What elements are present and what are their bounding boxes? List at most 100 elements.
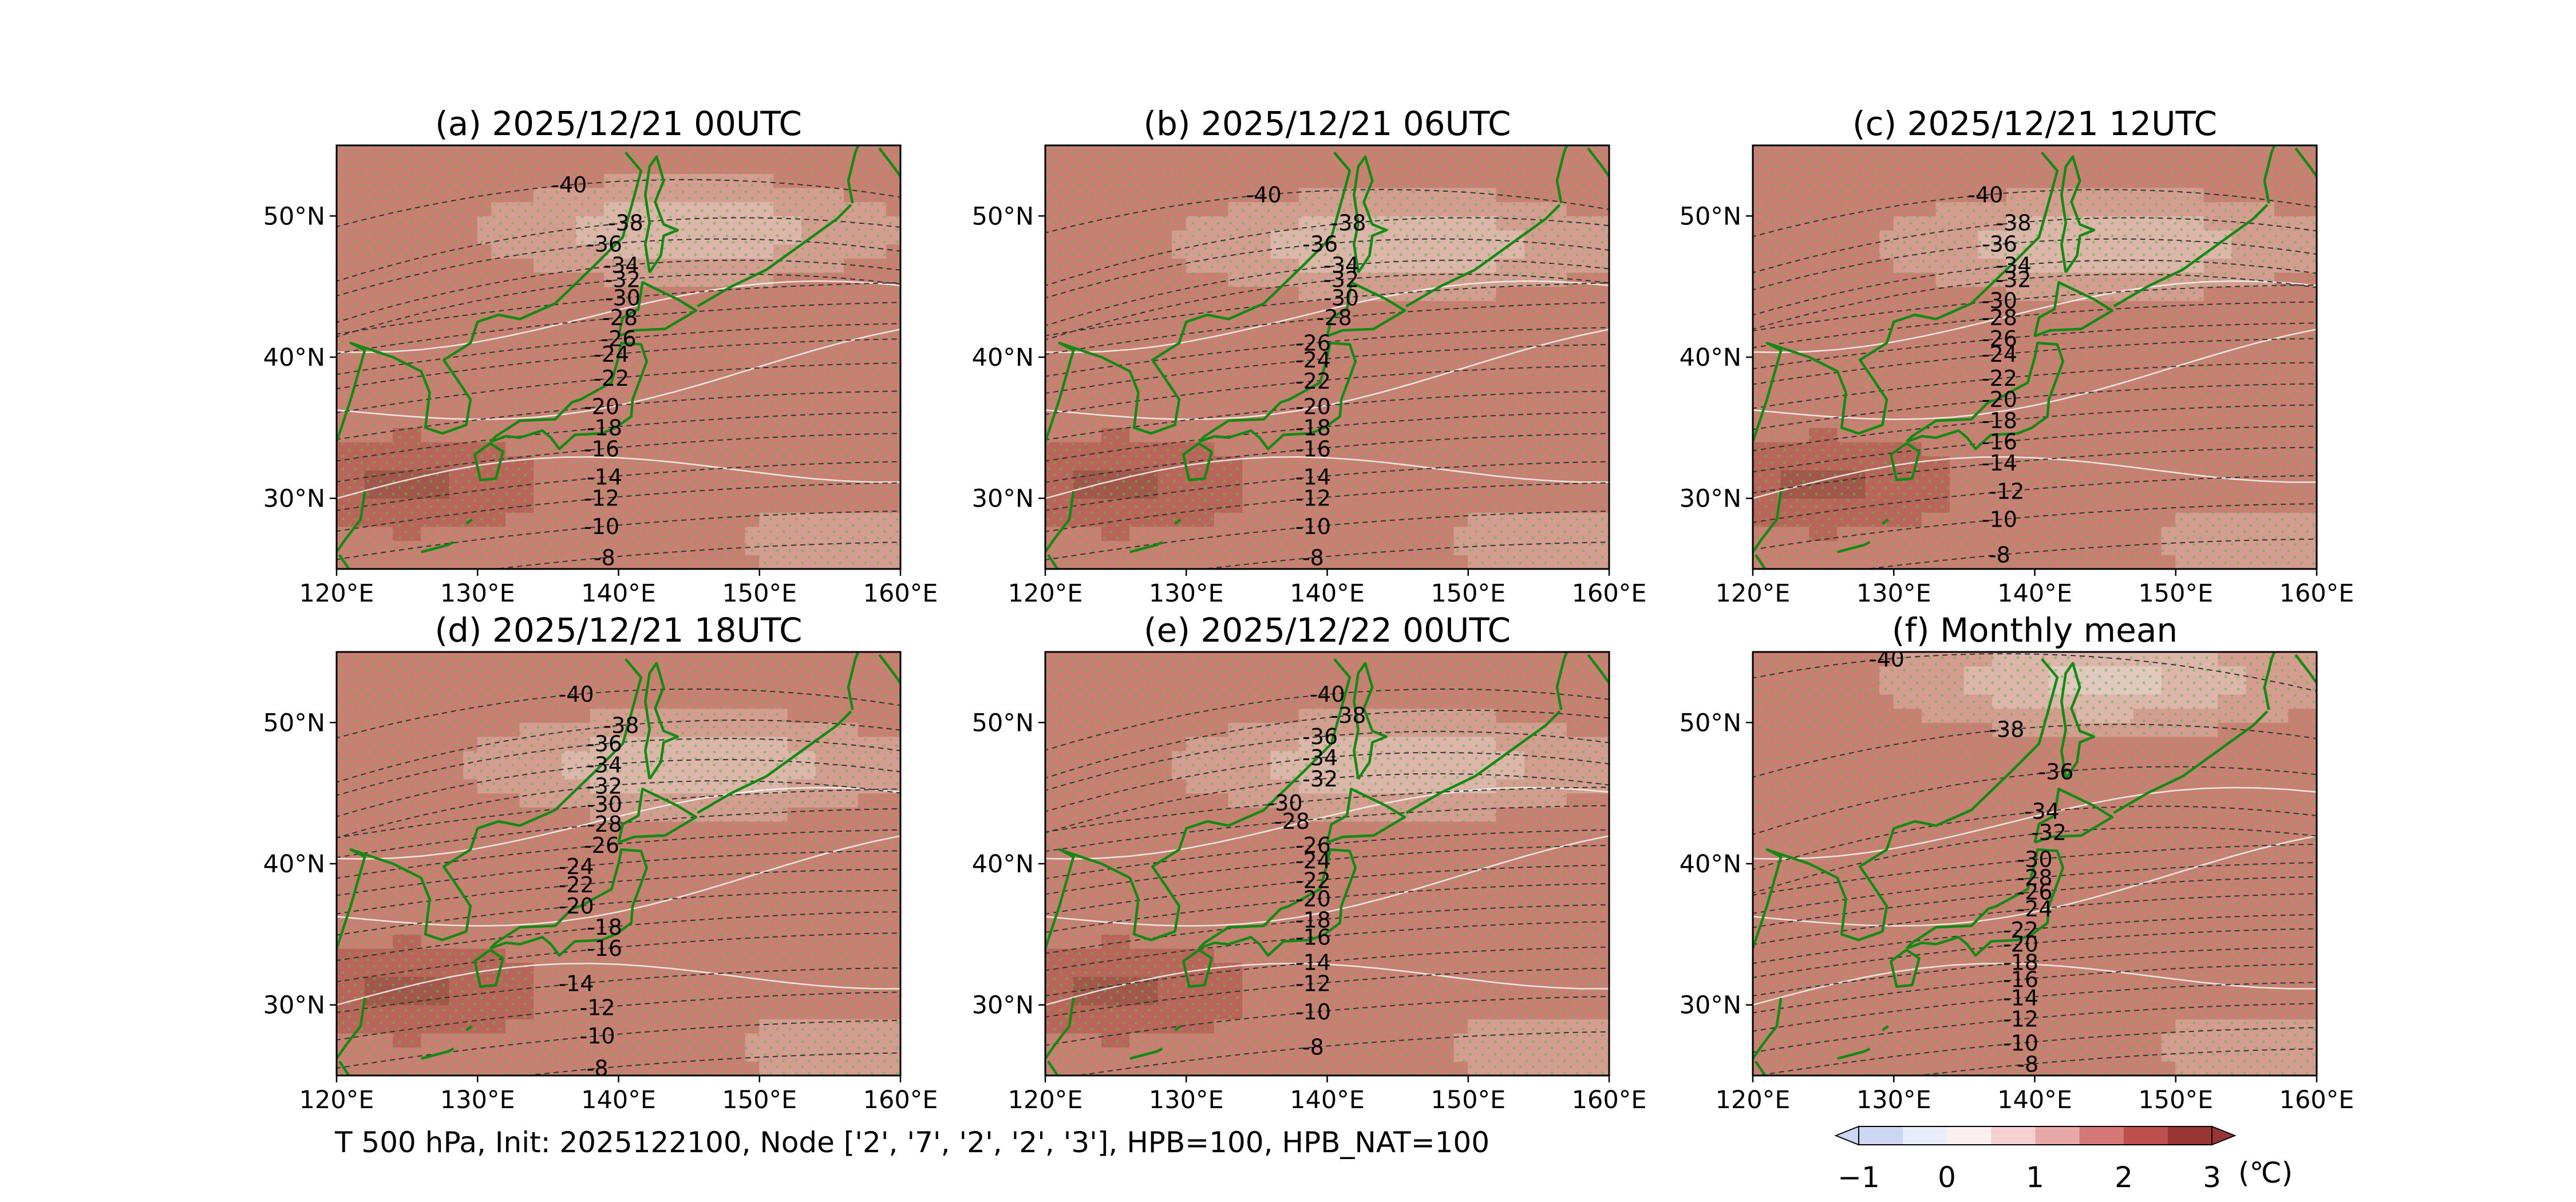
x-tick-label: 120°E [299,579,374,608]
x-tick-label: 160°E [863,579,938,608]
contour-label: -30 [1323,285,1359,310]
temperature-contour [1753,362,2317,409]
temperature-contour [337,282,900,335]
contour-label: -16 [584,436,619,461]
coastline [1405,204,1561,308]
x-tick-label: 140°E [1997,579,2072,608]
temperature-contour [337,482,900,532]
contour-label: -30 [605,285,641,310]
coastline [1890,442,1921,481]
anomaly-contour [337,456,900,499]
temperature-contour [491,541,900,569]
coastline [1587,147,1609,177]
coastline [473,442,504,481]
panel: -40-38-36-34-32-30-28-26-24-22-20-18-16-… [1680,104,2354,608]
anomaly-contour [1045,456,1609,499]
temperature-contour [1045,510,1609,561]
temperature-contour [1753,503,2317,551]
coastline [617,281,698,338]
coastline [1047,554,1060,569]
contour-label: -38 [608,211,643,236]
temperature-contour [1045,365,1609,416]
x-tick-label: 140°E [581,579,656,608]
coastline [1045,151,1352,442]
contour-label: -24 [1982,342,2017,367]
x-tick-label: 140°E [1290,579,1365,608]
coastline [2060,155,2096,274]
y-tick-label: 40°N [263,343,325,372]
coastline [337,491,366,553]
panel-title: (a) 2025/12/21 00UTC [435,104,802,143]
coastline [1045,491,1075,553]
temperature-contour [1753,425,2317,473]
coastline [2294,147,2317,177]
contour-label: -12 [1989,479,2024,504]
contour-label: -16 [1295,436,1331,461]
coastline [1755,554,1767,569]
contour-label: -24 [594,342,629,367]
coastline [1555,145,1568,204]
contour-label: -38 [1996,211,2032,236]
anomaly-contour [1753,456,2317,499]
temperature-contour [1753,274,2317,330]
contour-label: -18 [1982,408,2017,433]
contour-label: -16 [1982,429,2017,454]
temperature-contour [337,461,900,511]
coastline [847,145,860,204]
temperature-contour [337,390,900,440]
coastline [1326,281,1406,338]
coastline [489,342,649,450]
contour-label: -18 [587,415,622,440]
temperature-contour [1753,259,2317,316]
contour-label: -40 [551,172,587,197]
contour-label: -40 [1246,182,1282,207]
contour-label: -22 [1295,369,1331,394]
contour-label: -20 [1295,394,1331,419]
temperature-contour [1045,259,1609,327]
temperature-contour [337,433,900,483]
contour-label: -14 [1982,450,2017,476]
contour-label: -34 [1323,253,1359,278]
temperature-contour [337,362,900,414]
x-tick-label: 160°E [2279,579,2354,608]
temperature-contour [1753,217,2317,274]
coastline [644,155,679,274]
contour-label: -28 [1317,305,1352,330]
temperature-contour [1753,284,2317,331]
anomaly-contour [337,280,900,354]
temperature-contour [1753,404,2317,452]
x-tick-label: 120°E [1716,579,1791,608]
temperature-contour [1045,461,1609,511]
contour-label: -14 [1295,465,1331,490]
contour-label: -12 [584,486,619,511]
contour-label: -22 [594,366,629,391]
temperature-contour [1045,282,1609,337]
coastline [421,541,455,553]
contour-label: -28 [1982,305,2017,330]
x-tick-label: 130°E [1856,579,1931,608]
contour-label: -20 [584,394,619,419]
temperature-contour [1045,302,1609,355]
contour-label: -20 [1982,387,2017,412]
contour-label: -8 [1989,542,2010,567]
y-tick-label: 50°N [972,202,1034,231]
contour-label: -24 [1295,347,1331,373]
contour-label: -32 [1323,267,1359,292]
anomaly-contour [1753,329,2317,420]
contour-label: -10 [1295,514,1331,539]
coastline [337,151,643,442]
contour-label: -34 [603,253,639,278]
y-tick-label: 30°N [1680,485,1741,513]
coastline [1174,518,1182,525]
y-tick-label: 30°N [263,485,325,513]
x-tick-label: 150°E [2138,579,2213,608]
temperature-contour [1753,446,2317,494]
coastline [1198,342,1357,450]
coastline [697,204,852,308]
anomaly-contour [1753,280,2317,354]
coastline [1182,442,1213,481]
coastline [2033,281,2114,338]
contour-label: -26 [1982,326,2017,351]
contour-label: -30 [1982,288,2017,313]
coastline [2263,145,2276,204]
